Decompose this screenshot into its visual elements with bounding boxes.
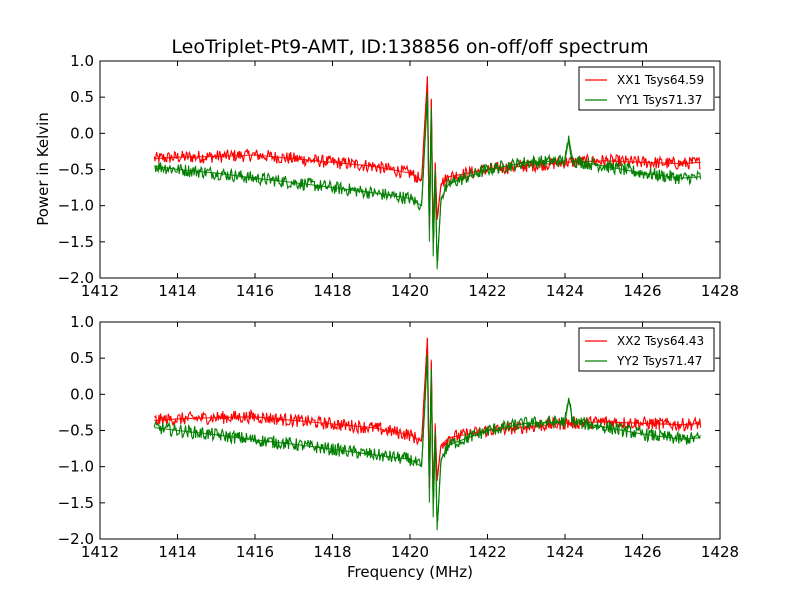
y-tick-label: 0.5 (70, 349, 94, 367)
x-tick-label: 1416 (236, 282, 274, 300)
y-tick-label: −1.0 (58, 197, 94, 215)
y-tick-label: −1.0 (58, 458, 94, 476)
y-tick-label: −1.5 (58, 494, 94, 512)
legend: XX2 Tsys64.43 YY2 Tsys71.47 (578, 327, 715, 372)
figure-title: LeoTriplet-Pt9-AMT, ID:138856 on-off/off… (171, 36, 648, 58)
legend-label: XX1 Tsys64.59 (617, 73, 704, 87)
x-tick-label: 1428 (701, 282, 739, 300)
x-tick-label: 1420 (391, 282, 429, 300)
x-tick-label: 1424 (546, 543, 584, 561)
x-tick-label: 1418 (313, 282, 351, 300)
y-tick-label: 0.0 (70, 124, 94, 142)
x-tick-label: 1416 (236, 543, 274, 561)
legend-box (578, 66, 715, 111)
y-tick-label: −2.0 (58, 530, 94, 548)
bottom-panel: 1412 1414 1416 1418 1420 1422 1424 1426 1428 1.0 0… (58, 313, 740, 561)
y-tick-label: −0.5 (58, 422, 94, 440)
legend: XX1 Tsys64.59 YY1 Tsys71.37 (578, 66, 715, 111)
x-tick-label: 1424 (546, 282, 584, 300)
series-peaks-yy (154, 93, 701, 270)
y-axis-label: Power in Kelvin (34, 112, 52, 226)
x-tick-label: 1412 (81, 543, 119, 561)
y-tick-label: 1.0 (70, 52, 94, 70)
x-tick-label: 1422 (468, 543, 506, 561)
x-tick-label: 1418 (313, 543, 351, 561)
y-tick-label: −1.5 (58, 233, 94, 251)
x-tick-label: 1412 (81, 282, 119, 300)
legend-label: XX2 Tsys64.43 (617, 334, 704, 348)
legend-label: YY1 Tsys71.37 (616, 93, 702, 107)
legend-box (578, 327, 715, 372)
x-tick-label: 1414 (158, 282, 196, 300)
x-tick-label: 1414 (158, 543, 196, 561)
y-tick-label: −2.0 (58, 269, 94, 287)
x-tick-label: 1420 (391, 543, 429, 561)
series-peaks-yy (154, 354, 701, 531)
y-tick-label: 1.0 (70, 313, 94, 331)
top-panel: 1412 1414 1416 1418 1420 1422 1424 1426 1428 1.0 0… (58, 52, 740, 300)
x-tick-label: 1426 (623, 543, 661, 561)
x-tick-label: 1426 (623, 282, 661, 300)
x-axis-label: Frequency (MHz) (347, 563, 473, 581)
y-tick-label: 0.0 (70, 385, 94, 403)
legend-label: YY2 Tsys71.47 (616, 354, 702, 368)
x-tick-label: 1422 (468, 282, 506, 300)
y-tick-label: −0.5 (58, 161, 94, 179)
y-tick-label: 0.5 (70, 88, 94, 106)
x-tick-label: 1428 (701, 543, 739, 561)
